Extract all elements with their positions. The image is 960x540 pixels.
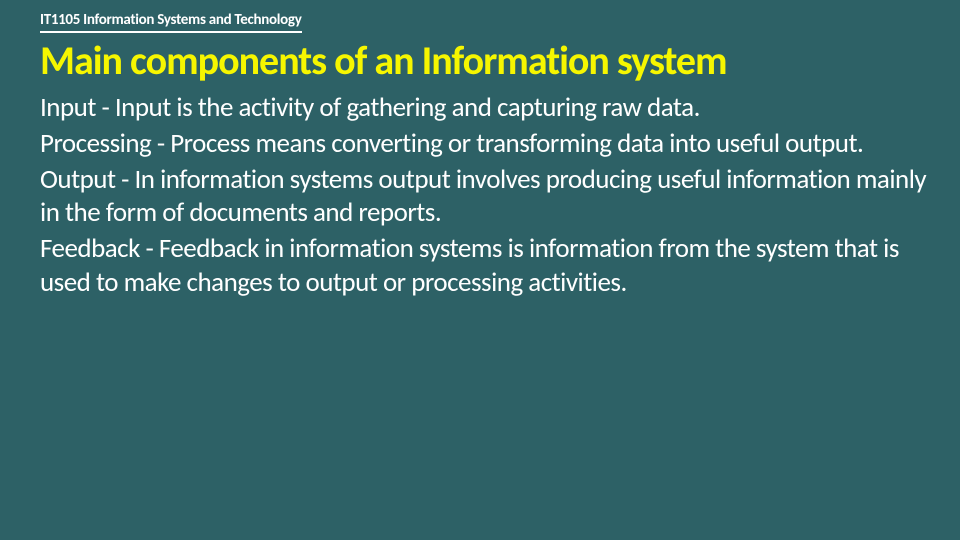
course-header: IT1105 Information Systems and Technolog… <box>40 11 302 33</box>
paragraph-output: Output - In information systems output i… <box>40 163 930 231</box>
body-content: Input - Input is the activity of gatheri… <box>40 91 930 300</box>
paragraph-processing: Processing - Process means converting or… <box>40 127 930 161</box>
paragraph-feedback: Feedback - Feedback in information syste… <box>40 232 930 300</box>
paragraph-input: Input - Input is the activity of gatheri… <box>40 91 930 125</box>
slide-title: Main components of an Information system <box>40 39 930 83</box>
